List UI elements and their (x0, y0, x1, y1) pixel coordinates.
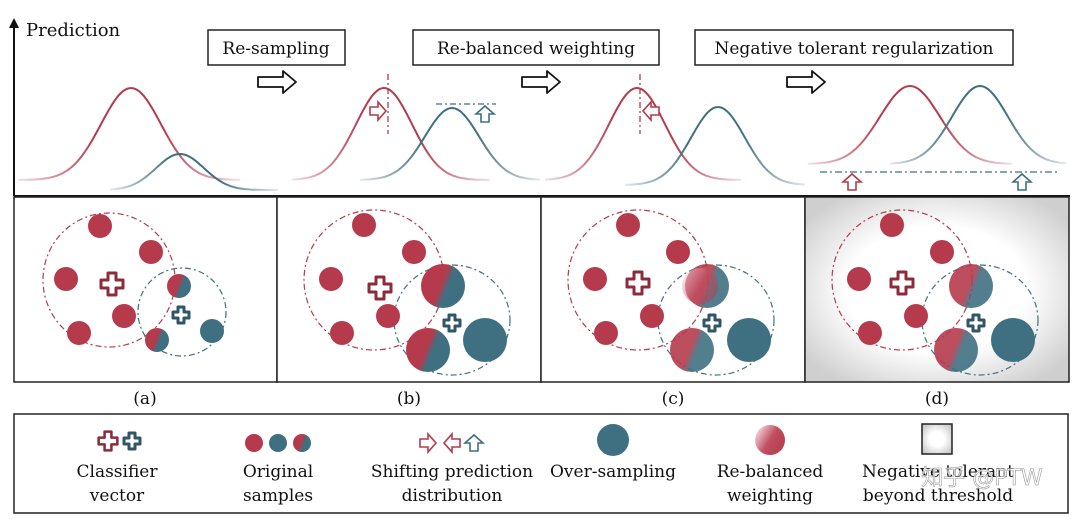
original-sample (54, 267, 78, 291)
panel-a (13, 196, 278, 383)
reweighted-sample (670, 328, 714, 372)
legend-red-sample-icon (245, 434, 263, 452)
legend-shift-up-icon (462, 433, 486, 452)
minority-curve-b (359, 106, 541, 181)
original-sample (594, 321, 618, 345)
legend-label-classifier-line2: vector (89, 486, 145, 506)
legend-teal-sample-icon (269, 434, 287, 452)
panel-d-content (831, 209, 1039, 376)
step-label-negative-tolerant: Negative tolerant regularization (715, 39, 994, 59)
original-sample (847, 267, 871, 291)
panel-label-a: (a) (133, 389, 156, 409)
minority-curve-c (624, 106, 806, 186)
original-sample (330, 321, 354, 345)
step-negative-tolerant: Negative tolerant regularization (694, 29, 1014, 66)
mixed-sample (167, 274, 191, 298)
legend-label-negative-line1: Negative tolerant (862, 462, 1014, 482)
y-axis-arrow-icon (9, 18, 19, 28)
legend-label-oversampling: Over-sampling (550, 462, 676, 482)
legend-negative-tolerant-icon (921, 423, 953, 455)
legend-shift-right-icon (419, 431, 438, 455)
legend-label-classifier-line1: Classifier (77, 462, 159, 482)
shift-up-arrow-icon (1010, 172, 1034, 191)
original-sample (402, 240, 426, 264)
minority-curve-a (109, 152, 278, 191)
oversampled-sample (727, 318, 771, 362)
legend-oversampling-icon (597, 424, 629, 456)
step-reweighting: Re-balanced weighting (412, 29, 660, 66)
panel-label-d: (d) (925, 389, 949, 409)
flow-arrow-icon (521, 70, 561, 94)
shift-right-arrow-icon (369, 99, 388, 123)
legend-label-shifting-line2: distribution (402, 486, 503, 506)
original-sample (67, 321, 91, 345)
panel-c-content (567, 209, 775, 376)
original-sample (666, 240, 690, 264)
shift-markers (369, 74, 1058, 191)
legend-label-original-line1: Original (243, 462, 313, 482)
original-sample (583, 267, 607, 291)
majority-curve-a (18, 87, 241, 181)
panel-b-content (303, 209, 511, 376)
reweighted-sample-pale (682, 268, 718, 304)
legend-reweighting-icon (755, 425, 785, 455)
legend-label-reweighting-line2: weighting (727, 486, 813, 506)
original-sample (319, 267, 343, 291)
majority-curve-d (807, 84, 1013, 165)
legend-label-shifting-line1: Shifting prediction (371, 462, 533, 482)
original-sample (376, 304, 400, 328)
original-sample (616, 213, 640, 237)
shift-up-arrow-icon (473, 104, 497, 123)
reweighted-sample (949, 264, 993, 308)
shift-up-arrow-icon (840, 172, 864, 191)
original-sample (930, 240, 954, 264)
legend-mixed-sample-icon (293, 434, 311, 452)
original-sample (904, 304, 928, 328)
original-sample (352, 213, 376, 237)
original-sample (139, 240, 163, 264)
distribution-curves (18, 84, 1067, 191)
original-sample (88, 214, 112, 238)
panel-a-content (42, 212, 227, 357)
flow-arrow-icon (257, 70, 297, 94)
original-sample (880, 213, 904, 237)
original-sample (112, 304, 136, 328)
step-label-reweighting: Re-balanced weighting (437, 39, 635, 59)
y-axis-label: Prediction (26, 20, 121, 41)
watermark: 知乎 @PTW (921, 466, 1043, 491)
legend-label-reweighting-line1: Re-balanced (717, 462, 824, 482)
mixed-sample (145, 328, 169, 352)
legend-box (13, 413, 1069, 514)
legend-label-negative-line2: beyond threshold (863, 486, 1013, 506)
oversampled-mixed-sample (421, 264, 465, 308)
step-label-resampling: Re-sampling (222, 39, 329, 59)
original-sample (640, 304, 664, 328)
oversampled-mixed-sample (406, 328, 450, 372)
panel-label-c: (c) (662, 389, 685, 409)
panel-label-b: (b) (397, 389, 421, 409)
original-sample (200, 319, 224, 343)
original-sample (858, 321, 882, 345)
oversampled-sample (463, 318, 507, 362)
minority-curve-d (889, 84, 1067, 165)
majority-curve-c (544, 86, 741, 181)
legend-label-original-line2: samples (243, 486, 313, 506)
step-resampling: Re-sampling (207, 29, 346, 66)
axes: Prediction (9, 18, 1070, 197)
majority-curve-b (291, 86, 490, 181)
oversampled-sample (991, 318, 1035, 362)
shift-left-arrow-icon (641, 99, 660, 123)
flow-arrow-icon (786, 70, 826, 94)
legend-shift-left-icon (442, 431, 461, 455)
legend: Classifier vector Original samples Shift… (13, 413, 1069, 514)
reweighted-sample (934, 328, 978, 372)
